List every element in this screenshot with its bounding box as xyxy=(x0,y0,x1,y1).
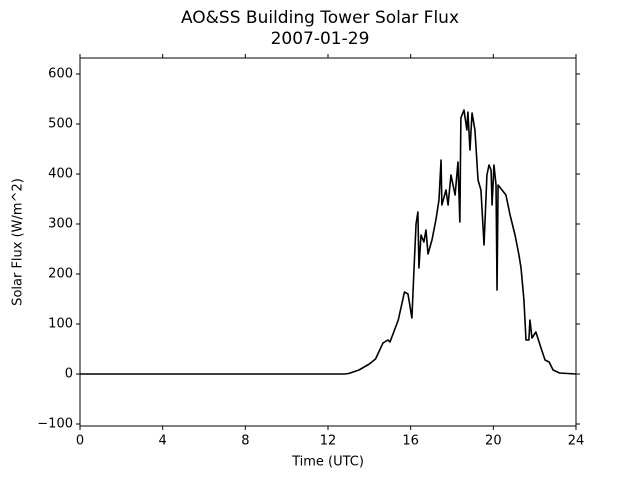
x-tick-label: 20 xyxy=(485,434,502,449)
x-tick-label: 16 xyxy=(402,434,419,449)
x-tick-label: 0 xyxy=(76,434,84,449)
data-line xyxy=(80,109,577,375)
x-tick-label: 24 xyxy=(568,434,585,449)
y-tick-label: 400 xyxy=(48,167,73,182)
y-tick-label: 500 xyxy=(48,117,73,132)
chart-subtitle: 2007-01-29 xyxy=(271,29,370,49)
y-tick-label: −100 xyxy=(37,417,73,432)
y-tick-label: 600 xyxy=(48,67,73,82)
plot-frame xyxy=(79,57,577,427)
x-axis-label: Time (UTC) xyxy=(291,455,364,470)
y-axis-label: Solar Flux (W/m^2) xyxy=(11,178,26,306)
y-tick-label: 0 xyxy=(65,367,73,382)
y-tick-label: 100 xyxy=(48,317,73,332)
y-tick-label: 300 xyxy=(48,217,73,232)
x-tick-label: 8 xyxy=(241,434,249,449)
x-tick-label: 12 xyxy=(320,434,337,449)
x-tick-label: 4 xyxy=(159,434,167,449)
chart-title: AO&SS Building Tower Solar Flux xyxy=(181,8,459,28)
y-tick-label: 200 xyxy=(48,267,73,282)
